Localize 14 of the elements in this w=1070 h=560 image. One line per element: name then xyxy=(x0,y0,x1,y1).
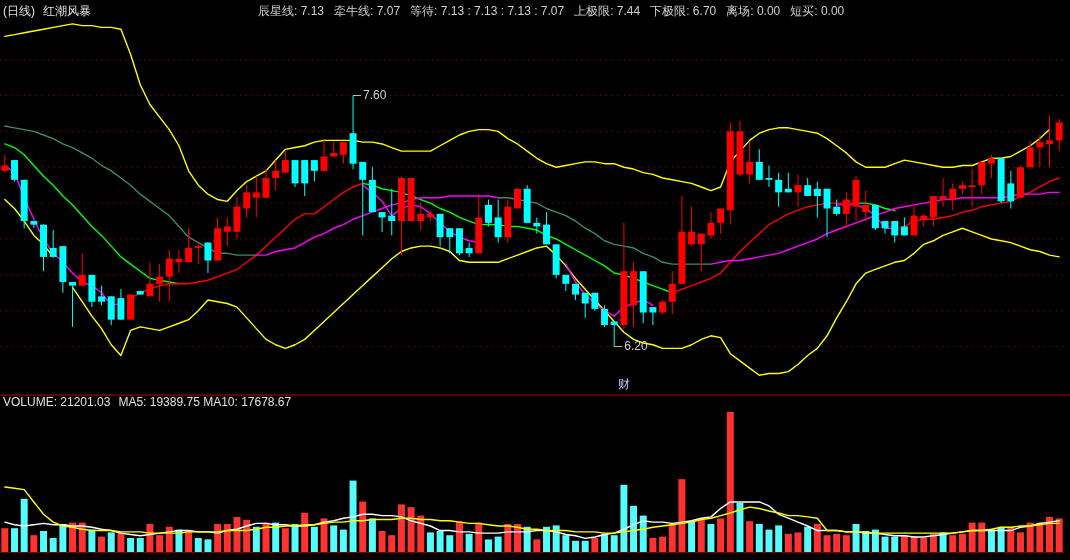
annotation: 辰星线: 7.13 xyxy=(258,4,325,19)
title: VOLUME: 21201.03 xyxy=(3,395,111,410)
title: (日线) xyxy=(3,4,35,19)
title: MA5: 19389.75 MA10: 17678.67 xyxy=(118,395,292,410)
annotation: 短买: 0.00 xyxy=(790,4,845,19)
annotation: 牵牛线: 7.07 xyxy=(334,4,401,19)
annotation: 下极限: 6.70 xyxy=(650,4,717,19)
annotation: 6.20 xyxy=(624,338,648,353)
annotation: 上极限: 7.44 xyxy=(574,4,641,19)
subtitle: 红潮风暴 xyxy=(43,4,91,19)
annotation: 7.60 xyxy=(363,87,387,102)
annotation: 等待: 7.13 : 7.13 : 7.13 : 7.07 xyxy=(410,4,565,19)
annotation: 离场: 0.00 xyxy=(726,4,781,19)
annotation: 财 xyxy=(618,376,631,391)
